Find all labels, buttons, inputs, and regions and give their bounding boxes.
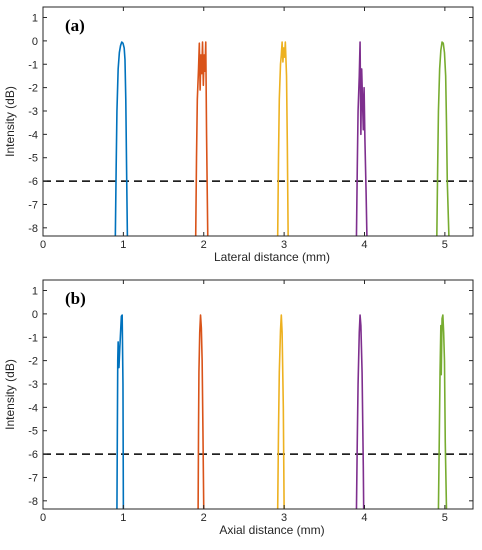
series-line-4	[355, 41, 368, 236]
y-tick-label: -4	[28, 402, 38, 414]
y-tick-label: -3	[28, 106, 38, 118]
y-tick-label: -4	[28, 129, 38, 141]
x-axis-label: Axial distance (mm)	[219, 523, 324, 537]
y-tick-label: -8	[28, 496, 38, 508]
y-tick-label: -2	[28, 356, 38, 368]
series-line-3	[276, 41, 289, 236]
x-tick-label: 1	[120, 239, 126, 251]
x-tick-label: 4	[361, 512, 367, 524]
x-tick-label: 0	[40, 239, 46, 251]
panel-a: 0 1 2 3 4 5 1 0 -1 -2 -3 -4 -5 -6 -7 -8 Lateral distance…	[3, 6, 474, 264]
y-tick-label: -2	[28, 83, 38, 95]
x-tick-label: 2	[201, 239, 207, 251]
y-tick-label: -1	[28, 332, 38, 344]
y-tick-label: -5	[28, 153, 38, 165]
x-tick-label: 2	[201, 512, 207, 524]
panel-label: (b)	[65, 289, 86, 308]
y-tick-label: -6	[28, 449, 38, 461]
x-tick-label: 5	[442, 239, 448, 251]
axes-box	[42, 279, 474, 510]
y-tick-label: -7	[28, 472, 38, 484]
series-line-4	[355, 314, 365, 509]
series-line-3	[276, 314, 285, 509]
x-tick-label: 0	[40, 512, 46, 524]
y-tick-label: 0	[32, 36, 38, 48]
series-line-2	[194, 41, 209, 236]
x-tick-label: 3	[281, 239, 287, 251]
series-line-5	[436, 41, 450, 236]
y-tick-label: -5	[28, 426, 38, 438]
axes-box	[42, 6, 474, 237]
series-line-5	[437, 314, 448, 509]
x-tick-label: 1	[120, 512, 126, 524]
y-tick-label: 1	[32, 13, 38, 25]
series-line-1	[114, 41, 129, 236]
y-axis-label: Intensity (dB)	[3, 359, 17, 430]
x-axis-label: Lateral distance (mm)	[214, 250, 330, 264]
y-tick-label: 0	[32, 309, 38, 321]
x-tick-label: 4	[361, 239, 367, 251]
plot-area	[43, 7, 473, 236]
x-tick-label: 5	[442, 512, 448, 524]
x-tick-label: 3	[281, 512, 287, 524]
y-tick-label: -6	[28, 176, 38, 188]
panel-label: (a)	[65, 16, 85, 35]
y-tick-label: -7	[28, 199, 38, 211]
y-tick-label: -1	[28, 59, 38, 71]
y-tick-label: -3	[28, 379, 38, 391]
y-tick-label: 1	[32, 286, 38, 298]
series-line-2	[197, 314, 205, 509]
y-tick-label: -8	[28, 223, 38, 235]
plot-area	[43, 280, 473, 509]
y-axis-label: Intensity (dB)	[3, 86, 17, 157]
panel-b: 0 1 2 3 4 5 1 0 -1 -2 -3 -4 -5 -6 -7 -8 Axial distance (…	[3, 279, 474, 537]
series-line-1	[116, 314, 125, 509]
